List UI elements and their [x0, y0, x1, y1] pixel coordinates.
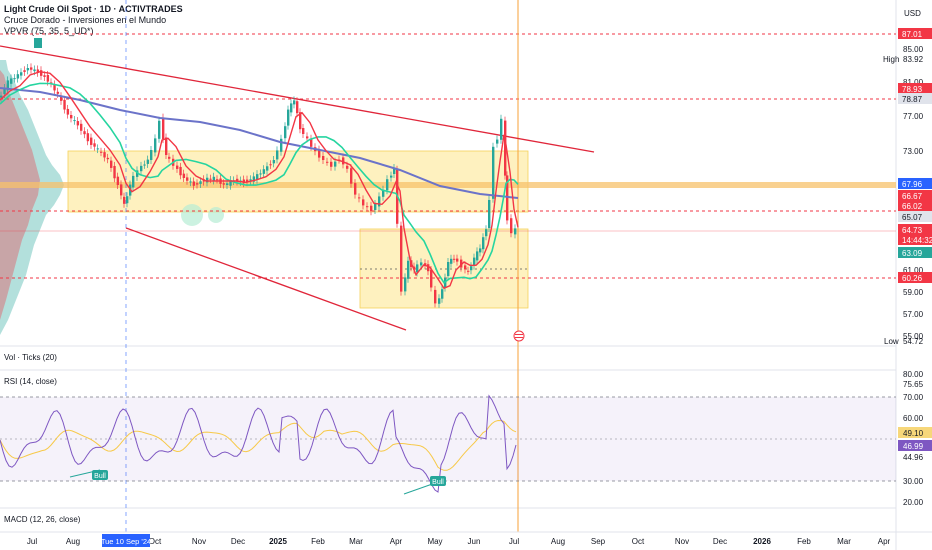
ma-20-line: [0, 70, 519, 290]
price-badge-text: 66.67: [902, 192, 923, 201]
time-tick-label: Nov: [675, 537, 689, 546]
crosshair-date-text: Tue 10 Sep '24: [101, 537, 151, 546]
rsi-tick-label: 75.65: [903, 380, 924, 389]
indicator-vpvr[interactable]: VPVR (75, 35, 5_UD*): [4, 26, 94, 36]
rsi-badge-text: 46.99: [903, 442, 924, 451]
price-badge: [898, 247, 932, 258]
price-badge: [898, 178, 932, 189]
time-tick-label: Aug: [551, 537, 565, 546]
rsi-tick-label: 60.00: [903, 414, 924, 423]
price-badge-text: 65.07: [902, 213, 923, 222]
trendline-lower[interactable]: [125, 227, 407, 331]
time-tick-label: 2025: [269, 537, 287, 546]
price-badge-text: 63.09: [902, 249, 923, 258]
us-flag-event-icon[interactable]: [513, 330, 525, 342]
currency-label[interactable]: USD: [904, 9, 921, 18]
high-value: 83.92: [903, 55, 924, 64]
time-tick-label: Feb: [797, 537, 811, 546]
cross-marker: [208, 207, 224, 223]
bull-divergence-label: [92, 470, 108, 480]
price-tick-label: 57.00: [903, 310, 924, 319]
price-tick-label: 77.00: [903, 112, 924, 121]
price-badge-text: 60.26: [902, 274, 923, 283]
price-tick-label: 85.00: [903, 45, 924, 54]
price-badge: [898, 272, 932, 283]
candlesticks: [0, 63, 517, 308]
low-label: Low: [884, 337, 899, 346]
supply-zone-upper[interactable]: [67, 150, 529, 213]
low-value: 54.72: [903, 337, 924, 346]
cross-marker: [181, 204, 203, 226]
time-tick-label: Nov: [192, 537, 206, 546]
time-tick-label: Jul: [27, 537, 37, 546]
rsi-ma-line: [0, 419, 517, 471]
price-tick-label: 61.00: [903, 266, 924, 275]
price-tick-label: 55.00: [903, 332, 924, 341]
price-badge: [898, 234, 932, 245]
time-tick-label: May: [427, 537, 442, 546]
time-tick-label: Apr: [878, 537, 891, 546]
bull-divergence-label: [430, 476, 446, 486]
time-tick-label: Jun: [468, 537, 481, 546]
price-badge: [898, 224, 932, 235]
bull-label-text: Bull: [432, 479, 444, 486]
price-badge: [898, 28, 932, 39]
price-badge: [898, 93, 932, 104]
symbol-title[interactable]: Light Crude Oil Spot · 1D · ACTIVTRADES: [4, 4, 183, 14]
crosshair-date-label: [102, 534, 150, 547]
rsi-tick-label: 44.96: [903, 453, 924, 462]
rsi-tick-label: 30.00: [903, 477, 924, 486]
time-tick-label: Mar: [349, 537, 363, 546]
rsi-badge: [898, 427, 932, 438]
ma-200-line: [0, 87, 519, 199]
price-badge: [898, 83, 932, 94]
price-badge-text: 14:44:32: [902, 236, 932, 245]
flag-icon[interactable]: [34, 38, 42, 48]
rsi-badge-text: 49.10: [903, 429, 924, 438]
bull-label-text: Bull: [94, 473, 106, 480]
rsi-pane-label[interactable]: RSI (14, close): [4, 377, 57, 386]
price-badge: [898, 200, 932, 211]
time-tick-label: Aug: [66, 537, 80, 546]
rsi-tick-label: 80.00: [903, 370, 924, 379]
time-tick-label: Apr: [390, 537, 403, 546]
time-tick-label: Dec: [713, 537, 727, 546]
price-badge-text: 67.96: [902, 180, 923, 189]
time-tick-label: Dec: [231, 537, 245, 546]
price-badge-text: 66.02: [902, 202, 923, 211]
rsi-tick-label: 70.00: [903, 393, 924, 402]
ma-50-line: [0, 82, 519, 284]
time-tick-label: Jul: [509, 537, 519, 546]
volume-profile: [0, 60, 64, 335]
time-tick-label: 2026: [753, 537, 771, 546]
indicator-golden-cross[interactable]: Cruce Dorado - Inversiones en el Mundo: [4, 15, 167, 25]
price-tick-label: 81.00: [903, 78, 924, 87]
rsi-badge: [898, 440, 932, 451]
time-tick-label: Feb: [311, 537, 325, 546]
price-badge: [898, 190, 932, 201]
time-tick-label: Sep: [591, 537, 606, 546]
price-badge-text: 87.01: [902, 30, 923, 39]
high-label: High: [883, 55, 899, 64]
price-badge: [898, 211, 932, 222]
price-axis[interactable]: 85.0081.0077.0073.0069.0061.0059.0057.00…: [883, 45, 924, 346]
time-axis[interactable]: Jul Aug Oct Nov Dec 2025 Feb Mar Apr May Jun Jul Aug…: [27, 537, 891, 546]
supply-zone-lower[interactable]: [359, 228, 529, 309]
time-tick-label: Oct: [632, 537, 645, 546]
volume-pane-label[interactable]: Vol · Ticks (20): [4, 353, 57, 362]
time-tick-label: Mar: [837, 537, 851, 546]
price-badge-text: 78.87: [902, 95, 923, 104]
chart-legend: Light Crude Oil Spot · 1D · ACTIVTRADES …: [4, 4, 183, 37]
price-tick-label: 73.00: [903, 147, 924, 156]
price-badge-text: 78.93: [902, 85, 923, 94]
time-tick-label: Oct: [149, 537, 162, 546]
price-tick-label: 59.00: [903, 288, 924, 297]
rsi-tick-label: 20.00: [903, 498, 924, 507]
price-badge-text: 64.73: [902, 226, 923, 235]
macd-pane-label[interactable]: MACD (12, 26, close): [4, 515, 81, 524]
